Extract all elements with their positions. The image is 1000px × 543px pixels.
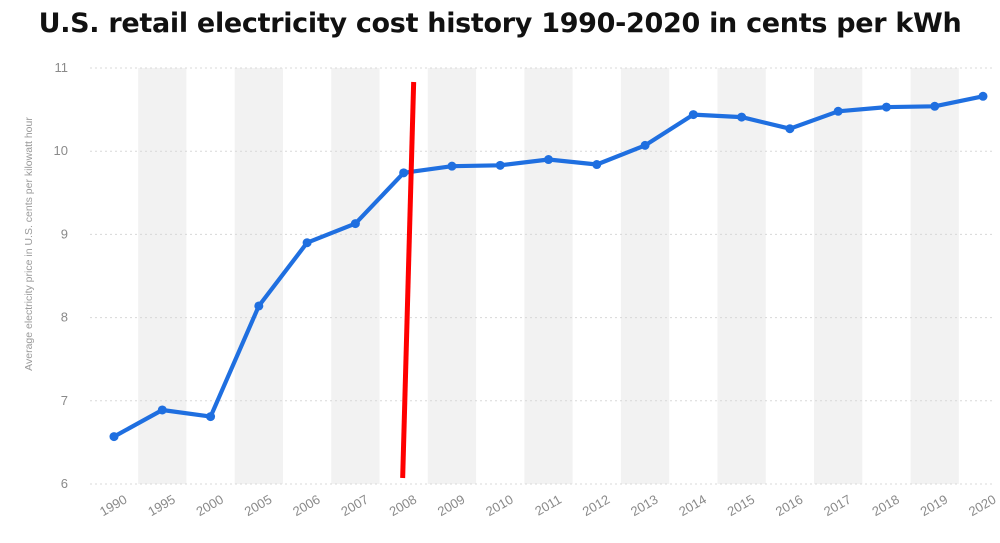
y-axis-ticks: 6 7 8 9 10 11 <box>54 60 68 491</box>
x-tick-label: 2007 <box>338 492 371 519</box>
x-tick-label: 2016 <box>773 492 806 519</box>
data-point <box>881 102 891 112</box>
data-point <box>109 432 119 442</box>
data-point <box>737 112 747 122</box>
data-point <box>688 110 698 120</box>
data-point <box>206 412 216 422</box>
x-tick-label: 2006 <box>290 492 323 519</box>
y-tick-label: 9 <box>61 226 68 241</box>
x-tick-label: 2008 <box>387 492 420 519</box>
x-tick-label: 2005 <box>242 492 275 519</box>
y-axis-label: Average electricity price in U.S. cents … <box>23 117 35 371</box>
data-point <box>254 301 264 311</box>
data-point <box>833 106 843 116</box>
background-band <box>910 68 959 484</box>
data-point <box>399 168 409 178</box>
x-tick-label: 2019 <box>918 492 951 519</box>
x-tick-label: 2012 <box>580 492 613 519</box>
x-tick-label: 2020 <box>966 492 999 519</box>
background-band <box>234 68 283 484</box>
background-band <box>427 68 477 484</box>
background-band <box>331 68 380 484</box>
y-tick-label: 6 <box>61 476 68 491</box>
x-tick-label: 2009 <box>435 492 468 519</box>
x-tick-label: 2000 <box>194 492 227 519</box>
y-tick-label: 11 <box>55 60 69 75</box>
background-band <box>524 68 573 484</box>
annotation-vertical-line <box>400 81 417 479</box>
data-point <box>447 161 457 171</box>
alternating-bands <box>138 68 959 484</box>
data-point <box>978 91 988 101</box>
x-tick-label: 2015 <box>725 492 758 519</box>
background-band <box>138 68 187 484</box>
x-tick-label: 2017 <box>821 492 854 519</box>
x-tick-label: 1990 <box>97 492 130 519</box>
x-axis-ticks: 1990 1995 2000 2005 2006 2007 2008 2009 2010 2011… <box>97 492 999 519</box>
data-point <box>302 238 312 248</box>
data-point <box>930 101 940 111</box>
y-tick-label: 8 <box>61 310 68 325</box>
y-tick-label: 7 <box>61 393 68 408</box>
chart-title: U.S. retail electricity cost history 199… <box>38 8 962 39</box>
gridlines <box>90 67 995 485</box>
data-point <box>544 155 553 165</box>
data-point <box>350 219 360 229</box>
x-tick-label: 2018 <box>869 492 902 519</box>
data-point <box>157 405 167 415</box>
data-point <box>785 124 795 134</box>
data-point <box>592 160 602 170</box>
data-point <box>640 140 650 150</box>
data-point <box>495 160 505 170</box>
x-tick-label: 2014 <box>676 492 709 519</box>
y-tick-label: 10 <box>54 143 68 158</box>
x-tick-label: 1995 <box>145 492 178 519</box>
background-band <box>717 68 766 484</box>
data-points <box>109 91 988 442</box>
x-tick-label: 2010 <box>483 492 516 519</box>
x-tick-label: 2013 <box>628 492 661 519</box>
background-band <box>814 68 863 484</box>
x-tick-label: 2011 <box>532 492 564 519</box>
background-band <box>620 68 670 484</box>
